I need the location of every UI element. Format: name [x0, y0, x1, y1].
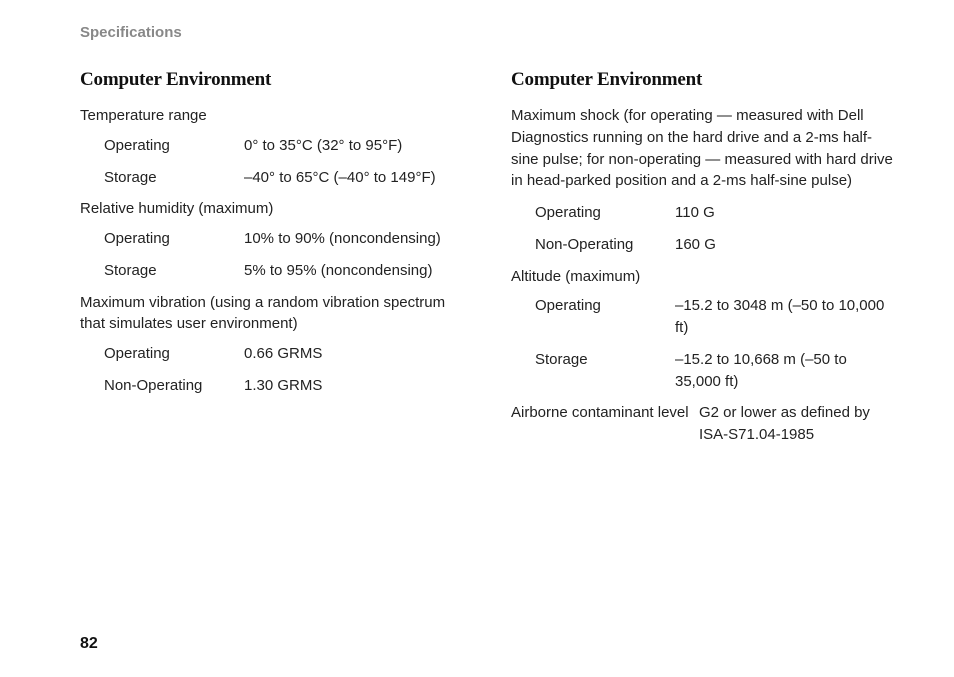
two-column-layout: Computer Environment Temperature range O… — [80, 69, 894, 456]
vibration-nonoperating-value: 1.30 GRMS — [244, 375, 463, 397]
humidity-storage-key: Storage — [104, 260, 244, 282]
vibration-operating-key: Operating — [104, 343, 244, 365]
page-number: 82 — [80, 635, 98, 653]
altitude-operating-value: –15.2 to 3048 m (–50 to 10,000 ft) — [675, 295, 894, 339]
vibration-operating-row: Operating 0.66 GRMS — [104, 343, 463, 365]
humidity-storage-value: 5% to 95% (noncondensing) — [244, 260, 463, 282]
right-title: Computer Environment — [511, 69, 894, 91]
vibration-nonoperating-row: Non-Operating 1.30 GRMS — [104, 375, 463, 397]
airborne-row: Airborne contaminant level G2 or lower a… — [511, 402, 894, 446]
altitude-label: Altitude (maximum) — [511, 266, 894, 288]
section-header: Specifications — [80, 24, 894, 41]
altitude-storage-value: –15.2 to 10,668 m (–50 to 35,000 ft) — [675, 349, 894, 393]
humidity-storage-row: Storage 5% to 95% (noncondensing) — [104, 260, 463, 282]
temp-storage-value: –40° to 65°C (–40° to 149°F) — [244, 167, 463, 189]
shock-nonoperating-value: 160 G — [675, 234, 894, 256]
shock-operating-value: 110 G — [675, 202, 894, 224]
temp-label: Temperature range — [80, 105, 463, 127]
left-column: Computer Environment Temperature range O… — [80, 69, 463, 456]
shock-operating-row: Operating 110 G — [535, 202, 894, 224]
temp-operating-row: Operating 0° to 35°C (32° to 95°F) — [104, 135, 463, 157]
shock-operating-key: Operating — [535, 202, 675, 224]
humidity-label: Relative humidity (maximum) — [80, 198, 463, 220]
vibration-label: Maximum vibration (using a random vibrat… — [80, 292, 463, 336]
right-column: Computer Environment Maximum shock (for … — [511, 69, 894, 456]
vibration-operating-value: 0.66 GRMS — [244, 343, 463, 365]
shock-nonoperating-row: Non-Operating 160 G — [535, 234, 894, 256]
humidity-operating-row: Operating 10% to 90% (noncondensing) — [104, 228, 463, 250]
vibration-nonoperating-key: Non-Operating — [104, 375, 244, 397]
altitude-operating-row: Operating –15.2 to 3048 m (–50 to 10,000… — [535, 295, 894, 339]
left-title: Computer Environment — [80, 69, 463, 91]
altitude-operating-key: Operating — [535, 295, 675, 339]
altitude-storage-row: Storage –15.2 to 10,668 m (–50 to 35,000… — [535, 349, 894, 393]
humidity-operating-value: 10% to 90% (noncondensing) — [244, 228, 463, 250]
shock-nonoperating-key: Non-Operating — [535, 234, 675, 256]
shock-label: Maximum shock (for operating — measured … — [511, 105, 894, 192]
temp-storage-row: Storage –40° to 65°C (–40° to 149°F) — [104, 167, 463, 189]
altitude-storage-key: Storage — [535, 349, 675, 393]
airborne-value: G2 or lower as defined by ISA-S71.04-198… — [699, 402, 894, 446]
temp-operating-key: Operating — [104, 135, 244, 157]
airborne-key: Airborne contaminant level — [511, 402, 699, 446]
humidity-operating-key: Operating — [104, 228, 244, 250]
temp-storage-key: Storage — [104, 167, 244, 189]
temp-operating-value: 0° to 35°C (32° to 95°F) — [244, 135, 463, 157]
